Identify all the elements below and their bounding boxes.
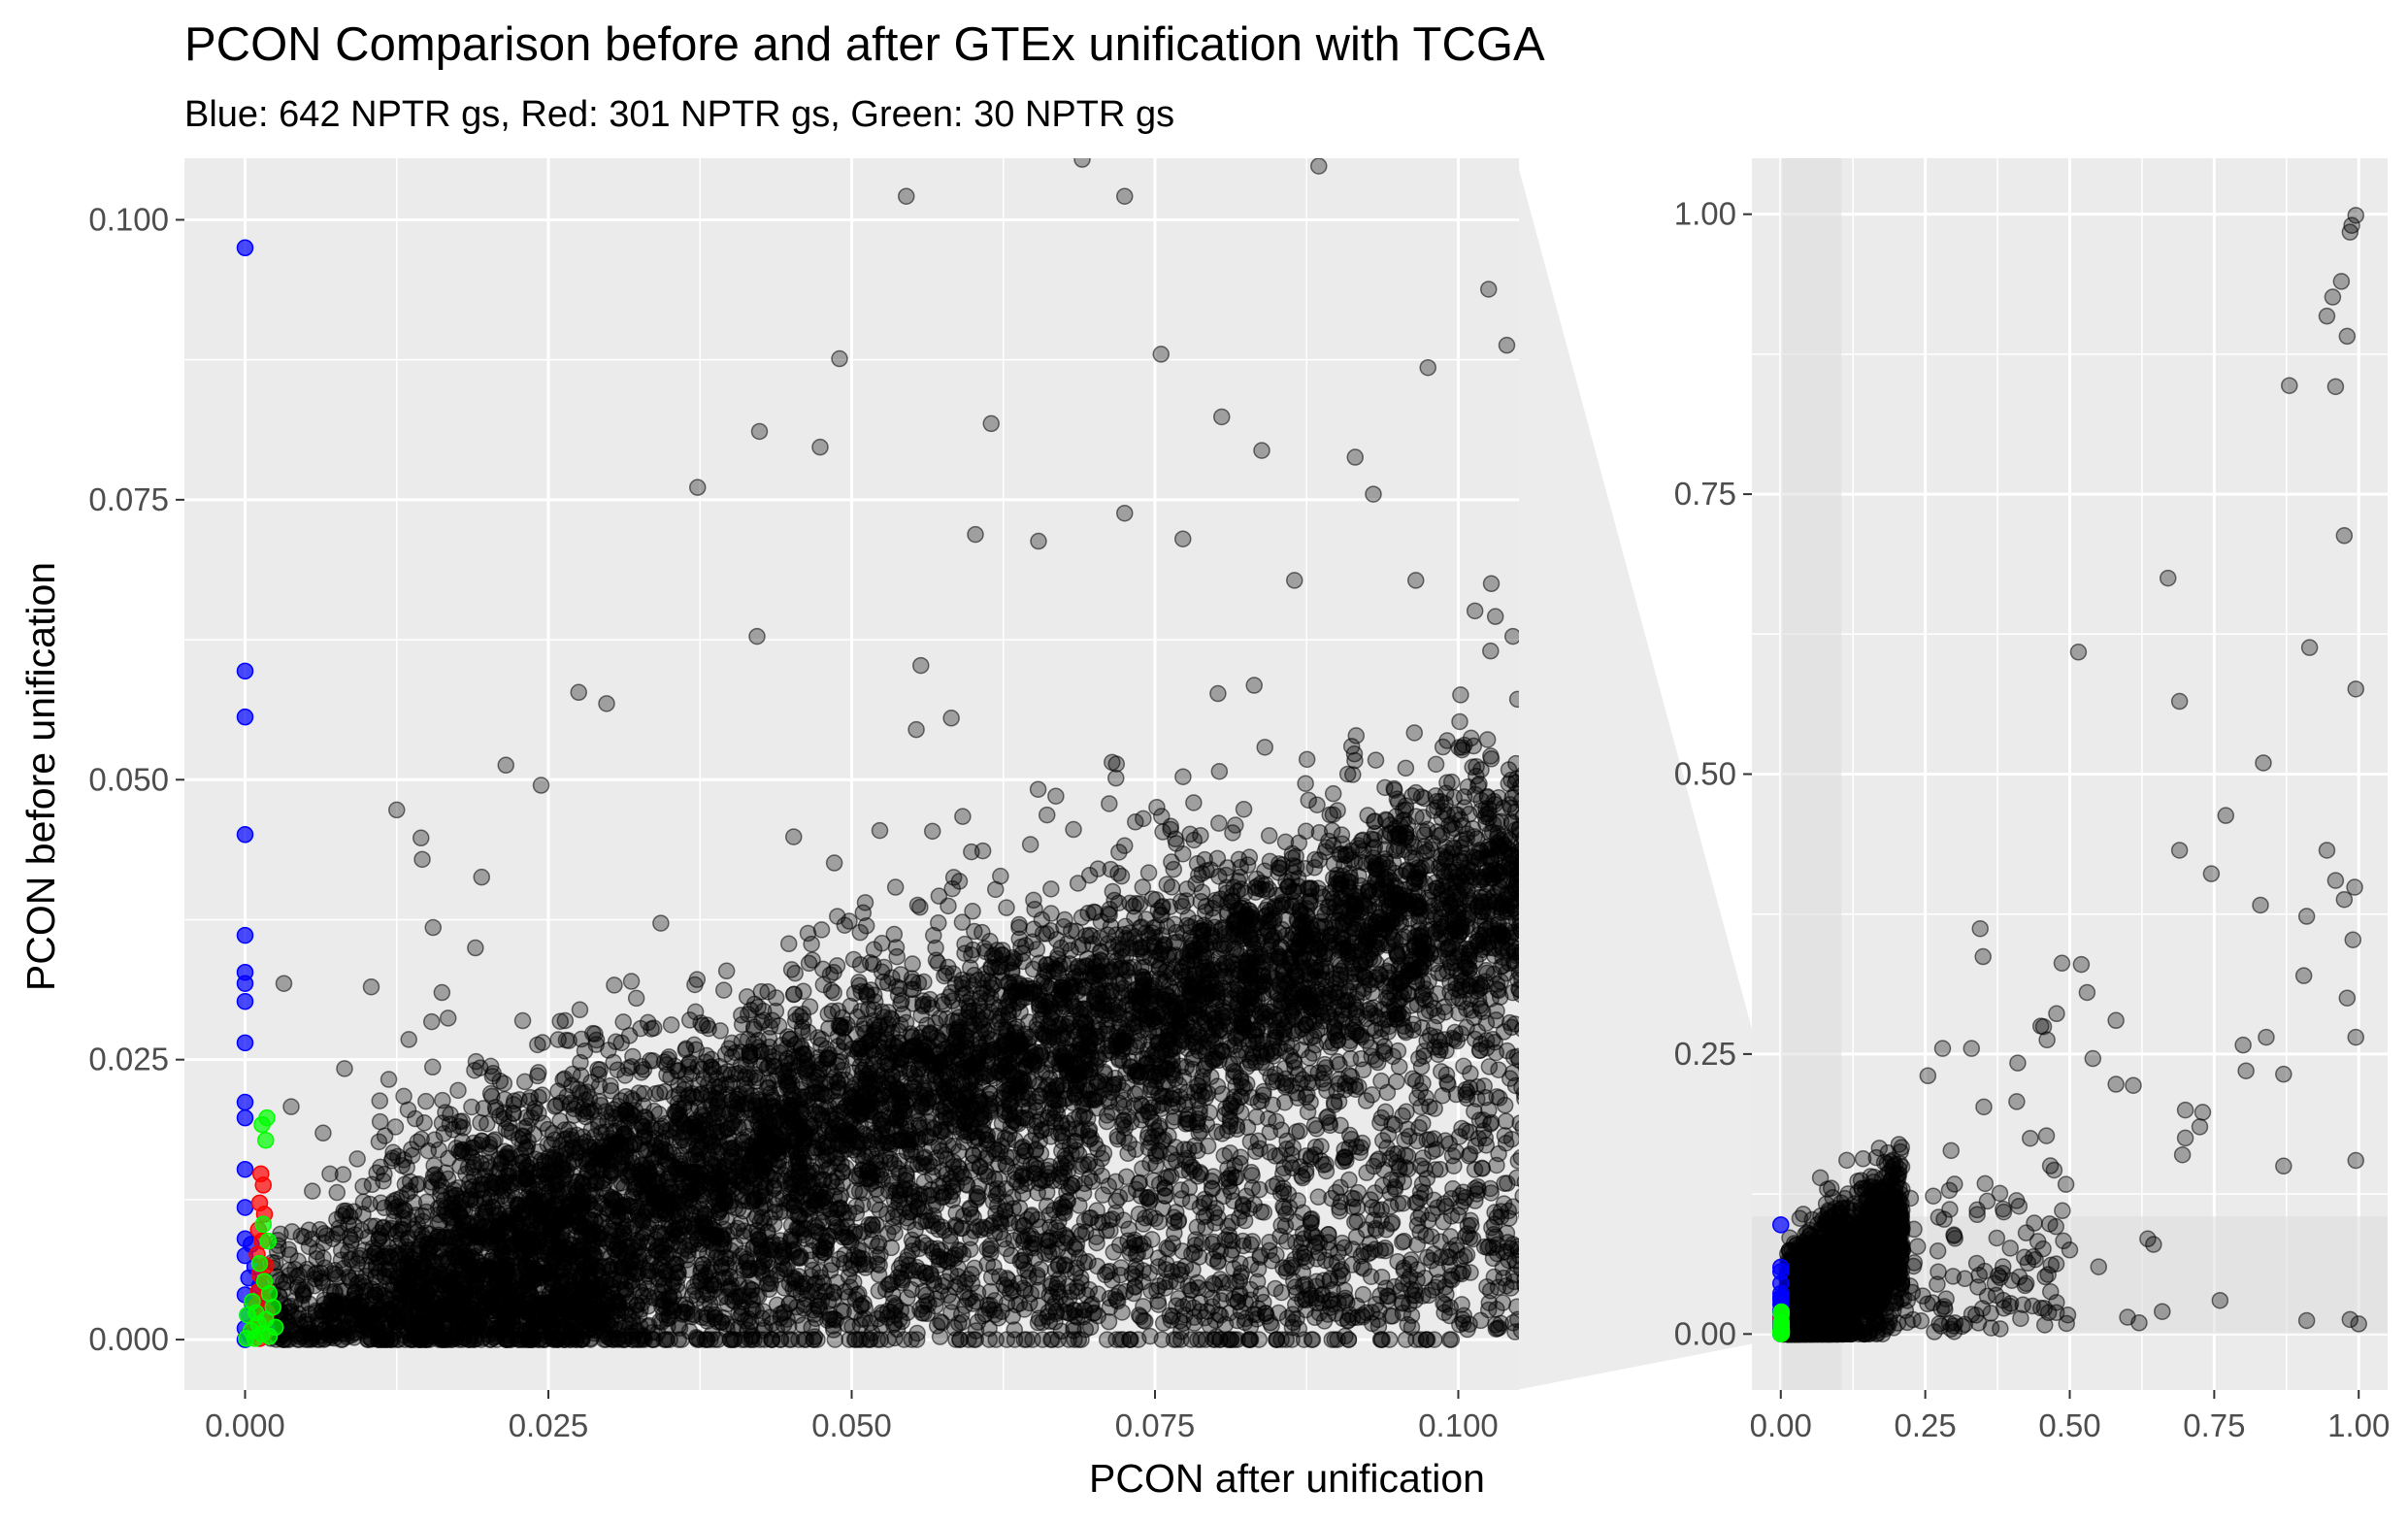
- data-point: [1405, 724, 1424, 742]
- data-point: [529, 1036, 546, 1054]
- data-point: [1482, 642, 1500, 660]
- data-point: [714, 981, 733, 999]
- data-point: [1414, 1114, 1432, 1132]
- data-point: [652, 914, 670, 932]
- y-tick-label: 0.000: [88, 1321, 169, 1357]
- y-tick-label: 0.100: [88, 201, 169, 237]
- x-tick-label: 0.075: [1115, 1407, 1196, 1443]
- data-point: [556, 1011, 575, 1030]
- data-point: [1453, 1296, 1470, 1313]
- data-point: [1235, 800, 1253, 818]
- zoom-connector: [1516, 158, 1803, 1390]
- data-point: [1455, 1057, 1472, 1075]
- data-point: [973, 842, 992, 860]
- data-point: [1414, 1149, 1432, 1167]
- data-point: [1101, 906, 1118, 924]
- data-point: [825, 854, 843, 872]
- data-point: [467, 939, 484, 957]
- y-tick-label: 0.025: [88, 1042, 169, 1077]
- chart-title: PCON Comparison before and after GTEx un…: [184, 18, 1545, 71]
- data-point: [328, 1183, 346, 1202]
- data-point: [1134, 1160, 1151, 1177]
- data-point: [1209, 684, 1227, 703]
- data-point: [386, 1118, 405, 1136]
- data-point: [940, 897, 957, 915]
- x-tick-label: 0.050: [811, 1407, 892, 1443]
- points-layer: [236, 158, 1519, 1348]
- data-point: [943, 879, 961, 898]
- data-point: [1298, 750, 1316, 769]
- data-point: [423, 1012, 441, 1031]
- data-point: [646, 1085, 665, 1103]
- data-point: [1065, 820, 1082, 839]
- data-point: [1297, 775, 1314, 792]
- data-point: [1132, 1307, 1149, 1326]
- data-point: [1367, 751, 1385, 769]
- data-point: [964, 903, 981, 920]
- data-point: [1107, 769, 1125, 787]
- data-point: [1139, 864, 1158, 881]
- data-point: [379, 1071, 398, 1088]
- data-point: [1047, 787, 1065, 805]
- data-point: [1168, 835, 1185, 852]
- data-point: [1309, 1188, 1328, 1206]
- data-point: [314, 1124, 332, 1142]
- y-tick-label: 0.075: [88, 481, 169, 517]
- zoom-connector-shape: [1516, 158, 1803, 1390]
- data-point: [1210, 762, 1229, 780]
- data-point: [1482, 575, 1501, 593]
- data-point: [513, 1011, 532, 1030]
- data-point: [1029, 780, 1047, 798]
- data-point: [1324, 784, 1342, 803]
- panel-zoomed: 0.000 0.025 0.050 0.075 0.100 0.000 0.025 0.050…: [88, 158, 1519, 1443]
- y-tick-label: 0.050: [88, 761, 169, 797]
- data-point: [622, 973, 641, 990]
- data-point: [571, 1001, 589, 1019]
- data-point: [923, 822, 941, 841]
- x-tick-label: 0.100: [1418, 1407, 1499, 1443]
- data-point: [1174, 768, 1192, 785]
- data-point: [1260, 827, 1278, 844]
- data-point: [784, 828, 803, 845]
- data-point: [759, 982, 776, 1001]
- data-point: [530, 1064, 547, 1081]
- data-point: [417, 1092, 435, 1110]
- data-point: [1345, 1190, 1364, 1208]
- data-point: [1021, 836, 1039, 853]
- data-point: [1466, 602, 1484, 620]
- data-point: [1135, 810, 1152, 828]
- chart-subtitle: Blue: 642 NPTR gs, Red: 301 NPTR gs, Gre…: [184, 94, 1174, 135]
- x-tick-label: 0.000: [205, 1407, 285, 1443]
- data-point: [1487, 1320, 1505, 1338]
- data-point: [662, 1016, 680, 1034]
- data-point: [998, 899, 1015, 916]
- x-tick-label: 0.025: [509, 1407, 589, 1443]
